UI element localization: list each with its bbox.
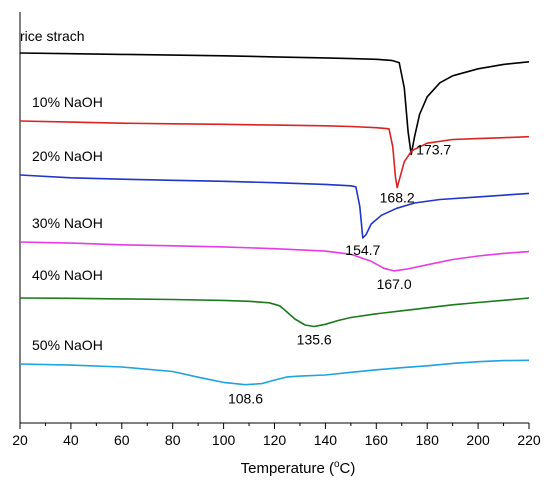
series-line <box>19 120 530 189</box>
peak-label: 108.6 <box>228 391 263 407</box>
x-tick-label: 160 <box>365 432 389 448</box>
series-line <box>19 359 530 386</box>
peak-label: 168.2 <box>380 190 415 206</box>
x-axis: 20 40 60 80 100 120 140 160 180 200 220 <box>12 423 541 448</box>
series-name-label: 40% NaOH <box>32 267 103 283</box>
series-line <box>19 174 530 239</box>
series-name-label: 10% NaOH <box>32 94 103 110</box>
x-tick-label: 100 <box>212 432 236 448</box>
series-name-label: 30% NaOH <box>32 215 103 231</box>
x-axis-title: Temperature (oC) <box>241 459 356 477</box>
peak-label: 154.7 <box>345 242 380 258</box>
peak-label: 173.7 <box>416 142 451 158</box>
x-tick-label: 140 <box>314 432 338 448</box>
peak-label: 135.6 <box>297 332 332 348</box>
series-layer <box>19 52 530 386</box>
peak-label: 167.0 <box>377 276 412 292</box>
x-tick-label: 80 <box>165 432 181 448</box>
series-name-label: 50% NaOH <box>32 337 103 353</box>
x-tick-label: 180 <box>416 432 440 448</box>
series-name-label: rice strach <box>20 28 85 44</box>
series-name-label: 20% NaOH <box>32 148 103 164</box>
x-tick-label: 220 <box>517 432 541 448</box>
x-tick-label: 200 <box>466 432 490 448</box>
series-line <box>19 241 530 272</box>
x-tick-label: 60 <box>114 432 130 448</box>
x-tick-label: 120 <box>263 432 287 448</box>
series-line <box>19 52 530 156</box>
labels-layer: rice strach 173.7 10% NaOH 168.2 20% NaOH 154… <box>20 28 451 407</box>
x-tick-label: 20 <box>12 432 28 448</box>
series-line <box>19 297 530 328</box>
x-tick-label: 40 <box>63 432 79 448</box>
